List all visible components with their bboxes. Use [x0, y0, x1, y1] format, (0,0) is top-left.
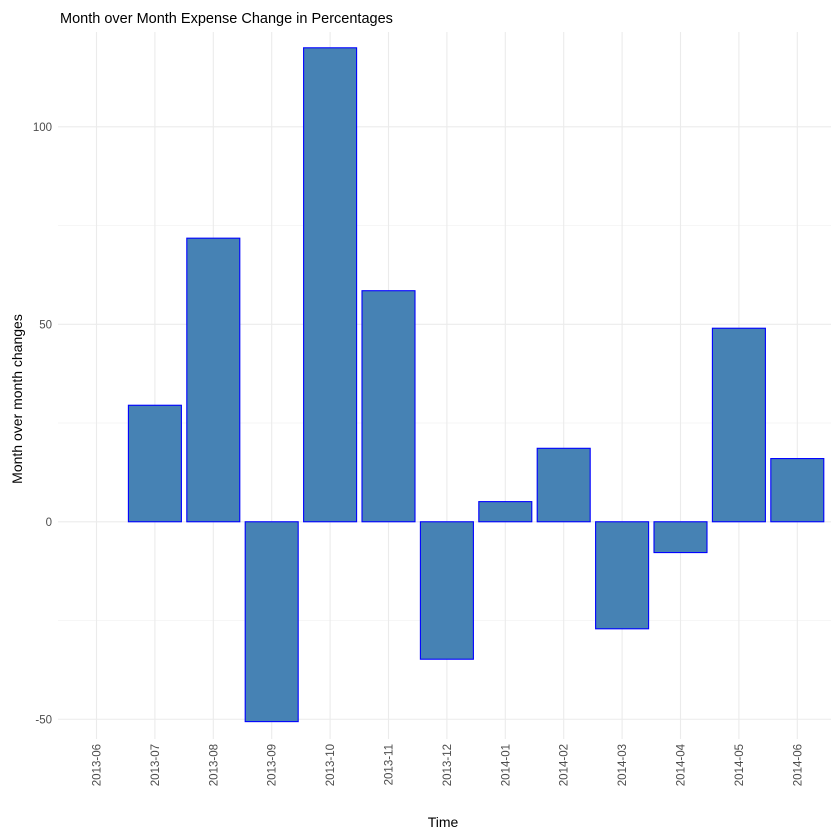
y-axis-title: Month over month changes: [9, 314, 25, 484]
x-tick-label: 2013-07: [150, 744, 162, 786]
bar-2014-03: [595, 521, 650, 630]
bar-2013-07: [127, 404, 182, 523]
y-tick-label: -50: [35, 714, 52, 726]
y-tick-label: 50: [39, 319, 52, 331]
x-tick-label: 2013-08: [208, 744, 220, 786]
bar-2013-08: [186, 237, 241, 523]
x-tick-label: 2013-10: [325, 744, 337, 786]
x-tick-label: 2014-05: [734, 744, 746, 786]
x-tick-labels: 2013-06 2013-07 2013-08 2013-09 2013-10 2013-…: [92, 743, 805, 786]
x-tick-label: 2013-11: [384, 744, 396, 785]
chart-title: Month over Month Expense Change in Perce…: [60, 11, 393, 27]
y-tick-labels: -50 0 50 100: [33, 122, 52, 726]
bar-2013-10: [303, 47, 358, 523]
x-tick-label: 2014-04: [676, 743, 688, 786]
bar-2014-06: [770, 458, 825, 523]
bar-2014-04: [653, 521, 708, 554]
bar-2013-11: [361, 290, 416, 523]
bars: [127, 47, 825, 723]
bar-2014-05: [711, 327, 766, 523]
x-axis-title: Time: [428, 814, 459, 830]
bar-2014-02: [536, 447, 591, 523]
x-tick-label: 2014-06: [792, 744, 804, 786]
y-tick-label: 100: [33, 122, 52, 134]
x-tick-label: 2013-06: [92, 744, 104, 786]
x-tick-label: 2013-12: [442, 744, 454, 786]
x-tick-label: 2014-02: [559, 744, 571, 786]
bar-2014-01: [478, 501, 533, 523]
x-tick-label: 2014-01: [500, 744, 512, 786]
bar-2013-09: [244, 521, 299, 723]
x-tick-label: 2013-09: [267, 744, 279, 786]
bar-2013-12: [419, 521, 474, 660]
y-tick-label: 0: [46, 517, 52, 529]
x-tick-label: 2014-03: [617, 744, 629, 786]
